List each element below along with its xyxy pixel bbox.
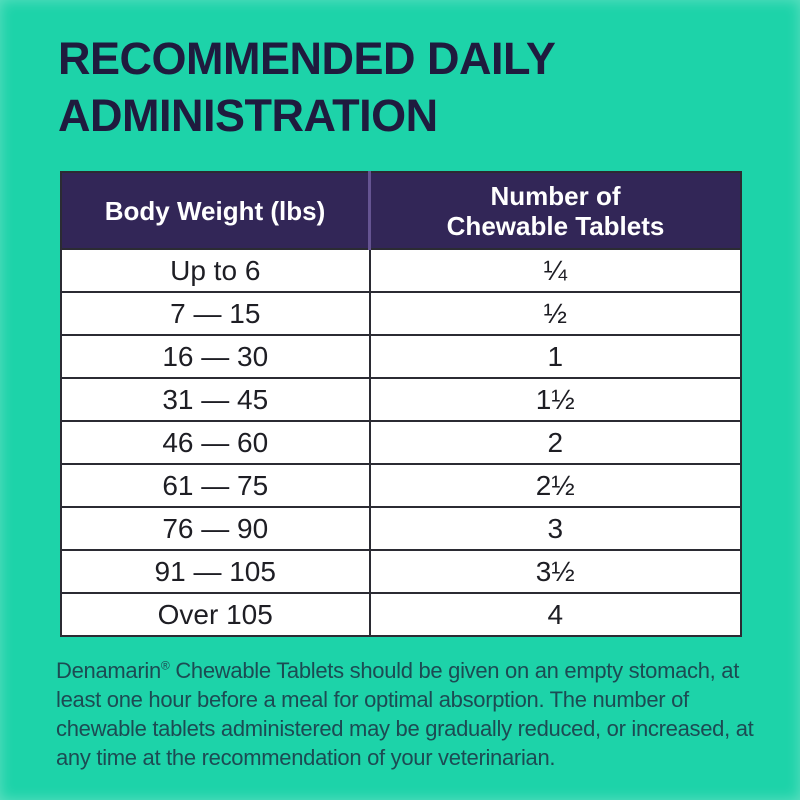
page-title: RECOMMENDED DAILY ADMINISTRATION <box>58 33 555 141</box>
tablets-cell: 4 <box>368 592 742 637</box>
dosage-table: Body Weight (lbs) Number of Chewable Tab… <box>60 171 742 637</box>
col-header-body-weight: Body Weight (lbs) <box>60 171 371 250</box>
tablets-cell: ¼ <box>368 248 742 293</box>
col-header-body-weight-label: Body Weight (lbs) <box>104 195 326 226</box>
table-row: 46 — 60 2 <box>60 420 742 465</box>
tablets-cell: 2 <box>368 420 742 465</box>
table-row: 76 — 90 3 <box>60 506 742 551</box>
table-row: 31 — 45 1½ <box>60 377 742 422</box>
table-body: Up to 6 ¼ 7 — 15 ½ 16 — 30 1 31 — 45 1½ … <box>60 248 742 637</box>
header-row: Body Weight (lbs) Number of Chewable Tab… <box>60 171 742 250</box>
tablets-cell: 1 <box>368 334 742 379</box>
footnote-brand: Denamarin <box>56 658 161 683</box>
weight-cell: 61 — 75 <box>60 463 371 508</box>
footnote-text: Chewable Tablets should be given on an e… <box>56 658 754 770</box>
weight-cell: 91 — 105 <box>60 549 371 594</box>
tablets-cell: ½ <box>368 291 742 336</box>
table-row: Over 105 4 <box>60 592 742 637</box>
table-row: 16 — 30 1 <box>60 334 742 379</box>
col-header-tablets: Number of Chewable Tablets <box>368 171 742 250</box>
weight-cell: 31 — 45 <box>60 377 371 422</box>
table-row: Up to 6 ¼ <box>60 248 742 293</box>
table-row: 7 — 15 ½ <box>60 291 742 336</box>
tablets-cell: 3½ <box>368 549 742 594</box>
tablets-cell: 3 <box>368 506 742 551</box>
weight-cell: Over 105 <box>60 592 371 637</box>
footnote: Denamarin® Chewable Tablets should be gi… <box>56 656 768 772</box>
table-row: 91 — 105 3½ <box>60 549 742 594</box>
weight-cell: 46 — 60 <box>60 420 371 465</box>
table-row: 61 — 75 2½ <box>60 463 742 508</box>
tablets-cell: 1½ <box>368 377 742 422</box>
weight-cell: Up to 6 <box>60 248 371 293</box>
weight-cell: 76 — 90 <box>60 506 371 551</box>
col-header-tablets-label: Number of Chewable Tablets <box>446 180 665 241</box>
weight-cell: 16 — 30 <box>60 334 371 379</box>
tablets-cell: 2½ <box>368 463 742 508</box>
dosage-table-header: Body Weight (lbs) Number of Chewable Tab… <box>60 171 742 250</box>
registered-trademark-icon: ® <box>160 658 170 673</box>
weight-cell: 7 — 15 <box>60 291 371 336</box>
